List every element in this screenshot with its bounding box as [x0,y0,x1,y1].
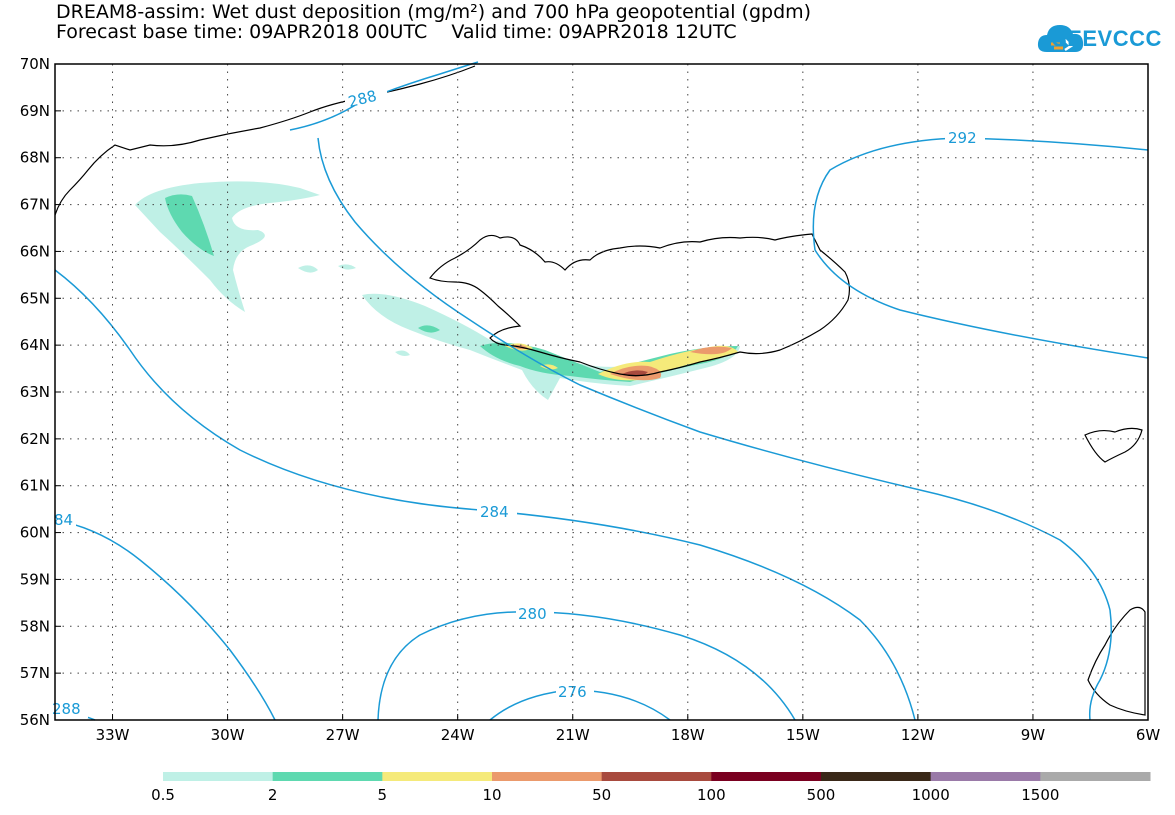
latitude-labels: 70N 69N 68N 67N 66N 65N 64N 63N 62N 61N 60N 59N 58N 5… [20,55,61,729]
lat-label: 69N [20,102,50,120]
contour-label-288-south: 288 [52,700,81,718]
lon-label: 24W [441,726,475,744]
lat-label: 63N [20,383,50,401]
lon-label: 15W [786,726,820,744]
cloud-icon [1037,25,1084,52]
lat-label: 62N [20,430,50,448]
lat-label: 65N [20,289,50,307]
dust-deposition-shading [135,181,740,400]
lat-label: 68N [20,149,50,167]
contour-label-284: 284 [480,503,509,521]
colorbar-swatch [163,772,274,781]
lat-label: 67N [20,196,50,214]
contour-labels: 288 292 284 84 280 276 288 [50,87,985,718]
colorbar-label: 0.5 [151,786,175,804]
colorbar-label: 1000 [912,786,950,804]
lat-label: 70N [20,55,50,73]
contour-label-280: 280 [518,605,547,623]
lat-label: 59N [20,570,50,588]
lat-label: 56N [20,711,50,729]
colorbar-label: 100 [697,786,726,804]
colorbar-label: 2 [268,786,278,804]
map-subtitle: Forecast base time: 09APR2018 00UTC Vali… [56,21,737,43]
colorbar: 0.5 2 5 10 50 100 500 1000 1500 [151,772,1151,804]
contour-label-84-west: 84 [54,511,73,529]
geopotential-contours [54,61,1149,721]
colorbar-swatch [601,772,712,781]
lon-label: 9W [1021,726,1046,744]
lon-label: 30W [211,726,245,744]
colorbar-swatch [492,772,603,781]
lon-label: 12W [901,726,935,744]
colorbar-swatch [821,772,932,781]
colorbar-label: 50 [592,786,611,804]
lat-label: 57N [20,664,50,682]
contour-label-292: 292 [948,129,977,147]
lat-label: 61N [20,477,50,495]
colorbar-swatch [711,772,822,781]
colorbar-label: 500 [807,786,836,804]
lat-label: 60N [20,524,50,542]
longitude-labels: 33W 30W 27W 24W 21W 18W 15W 12W 9W 6W [96,714,1161,744]
map-frame [54,63,1149,721]
map-title: DREAM8-assim: Wet dust deposition (mg/m²… [56,1,812,23]
lon-label: 6W [1136,726,1161,744]
gridlines [55,64,1148,720]
lon-label: 18W [671,726,705,744]
lon-label: 21W [556,726,590,744]
lat-label: 64N [20,336,50,354]
lon-label: 27W [326,726,360,744]
lat-label: 66N [20,242,50,260]
colorbar-label: 5 [378,786,388,804]
logo-text: SEEVCCC [1052,26,1162,51]
contour-label-276: 276 [558,683,587,701]
colorbar-swatch [382,772,493,781]
colorbar-swatch [930,772,1041,781]
lat-label: 58N [20,617,50,635]
colorbar-label: 10 [482,786,501,804]
colorbar-swatch [1040,772,1151,781]
colorbar-swatch [272,772,383,781]
colorbar-label: 1500 [1021,786,1059,804]
lon-label: 33W [96,726,130,744]
